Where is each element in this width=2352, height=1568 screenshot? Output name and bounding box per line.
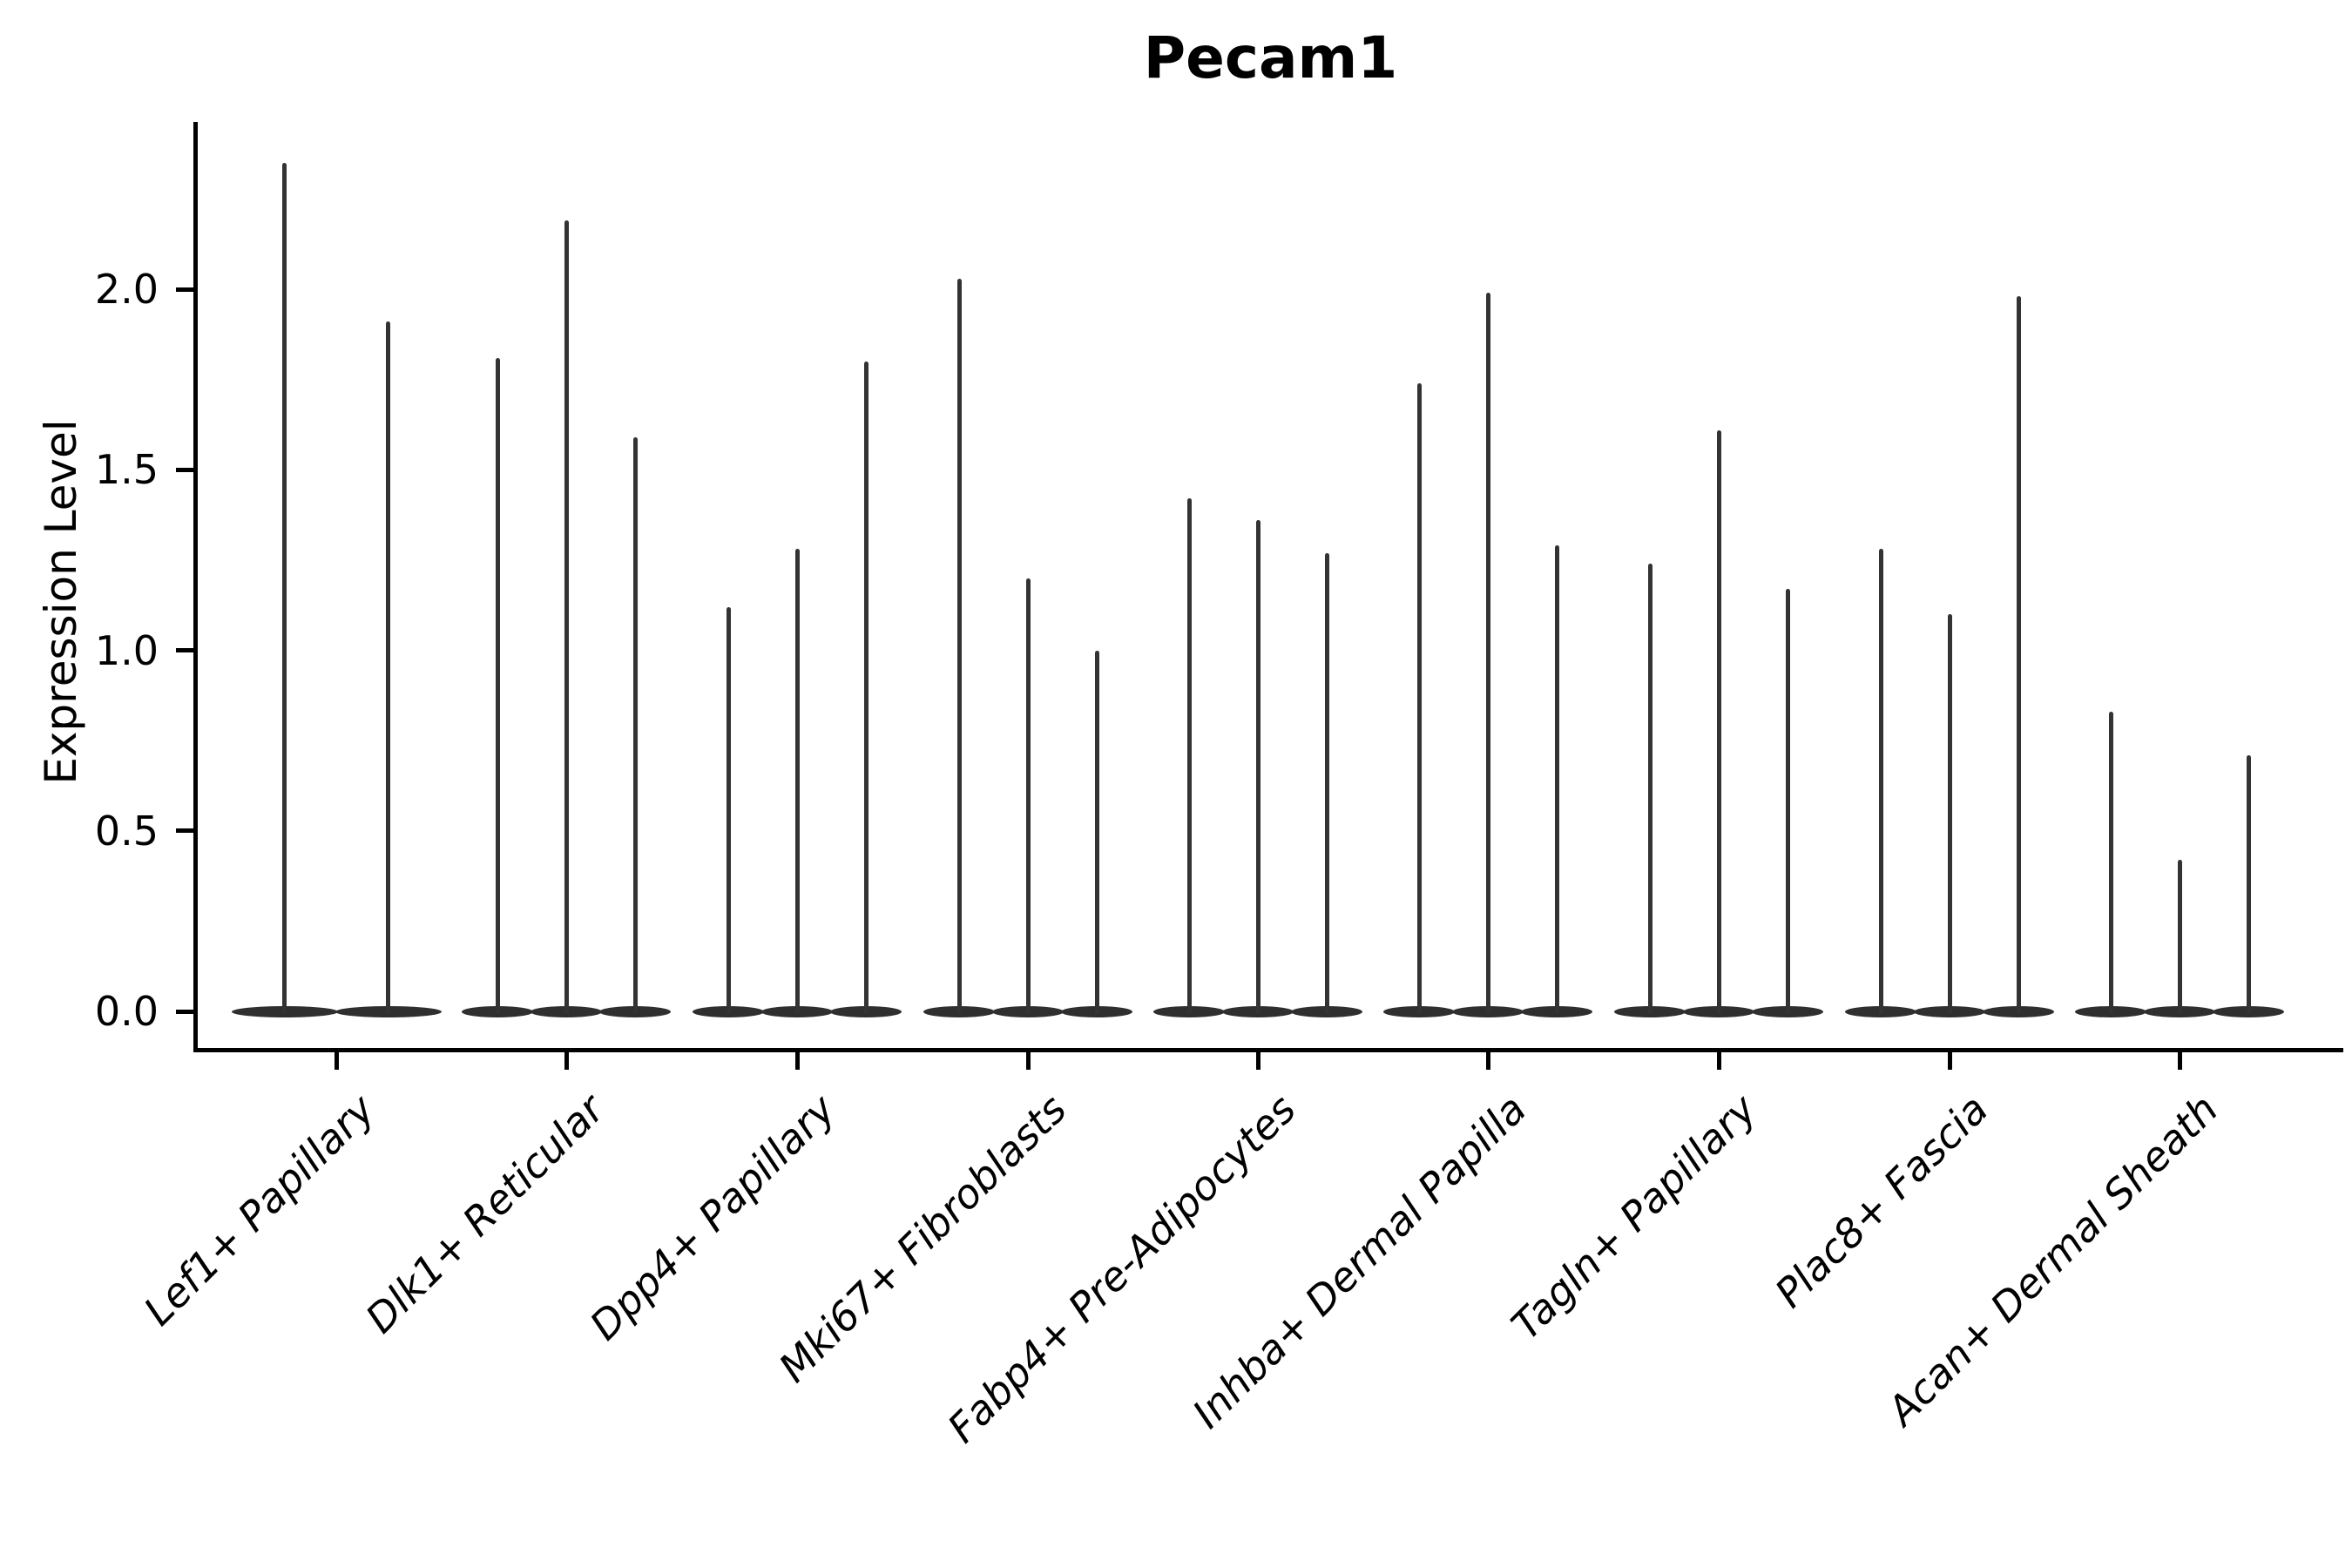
violin-spike [632,436,638,1014]
x-tick-mark [564,1052,569,1070]
x-tick-mark [1485,1052,1490,1070]
y-tick-mark [176,287,193,292]
y-tick-label: 1.5 [94,446,159,494]
x-tick-label: Plac8+ Fascia [1765,1085,1997,1317]
violin-spike [1324,552,1329,1014]
y-tick-mark [176,648,193,652]
violin-spike [1485,293,1490,1014]
violin-spike [1785,589,1790,1014]
violin-spike [564,220,569,1014]
y-tick-label: 0.5 [94,807,159,855]
x-tick-mark [334,1052,339,1070]
x-tick-mark [2177,1052,2182,1070]
x-tick-mark [1025,1052,1031,1070]
violin-spike [1554,545,1559,1014]
x-tick-mark [1947,1052,1952,1070]
chart-title: Pecam1 [1143,24,1398,91]
violin-spike [1094,650,1099,1014]
violin-spike [956,278,962,1014]
violin-spike [1647,564,1652,1014]
y-tick-mark [176,467,193,472]
violin-spike [1416,382,1422,1014]
violin-spike [726,606,731,1014]
violin-spike [2016,296,2021,1014]
violin-spike [1878,549,1883,1014]
violin-spike [495,357,500,1014]
violin-spike [2108,711,2113,1014]
x-tick-label: Tagln+ Papillary [1502,1085,1767,1349]
y-axis-line [193,122,198,1052]
violin-spike [863,361,868,1014]
violin-spike [386,321,390,1014]
violin-spike [794,549,800,1014]
y-axis-label: Expression Level [36,419,86,785]
x-tick-label: Dlk1+ Reticular [356,1085,614,1342]
x-tick-label: Dpp4+ Papillary [580,1085,845,1349]
x-tick-mark [1716,1052,1721,1070]
violin-spike [1255,520,1260,1014]
x-axis-line [193,1048,2343,1052]
violin-spike [1716,429,1721,1014]
violin-spike [2177,859,2182,1014]
violin-spike [1025,578,1031,1014]
y-tick-mark [176,1009,193,1014]
y-tick-label: 0.0 [94,988,159,1035]
x-tick-label: Lef1+ Papillary [134,1085,384,1335]
violin-spike [2246,754,2251,1014]
violin-spike [282,162,287,1014]
y-tick-mark [176,828,193,834]
x-tick-mark [794,1052,800,1070]
x-tick-mark [1255,1052,1260,1070]
y-tick-label: 1.0 [94,626,159,674]
violin-spike [1947,614,1952,1014]
violin-spike [1186,498,1192,1014]
y-tick-label: 2.0 [94,266,159,313]
